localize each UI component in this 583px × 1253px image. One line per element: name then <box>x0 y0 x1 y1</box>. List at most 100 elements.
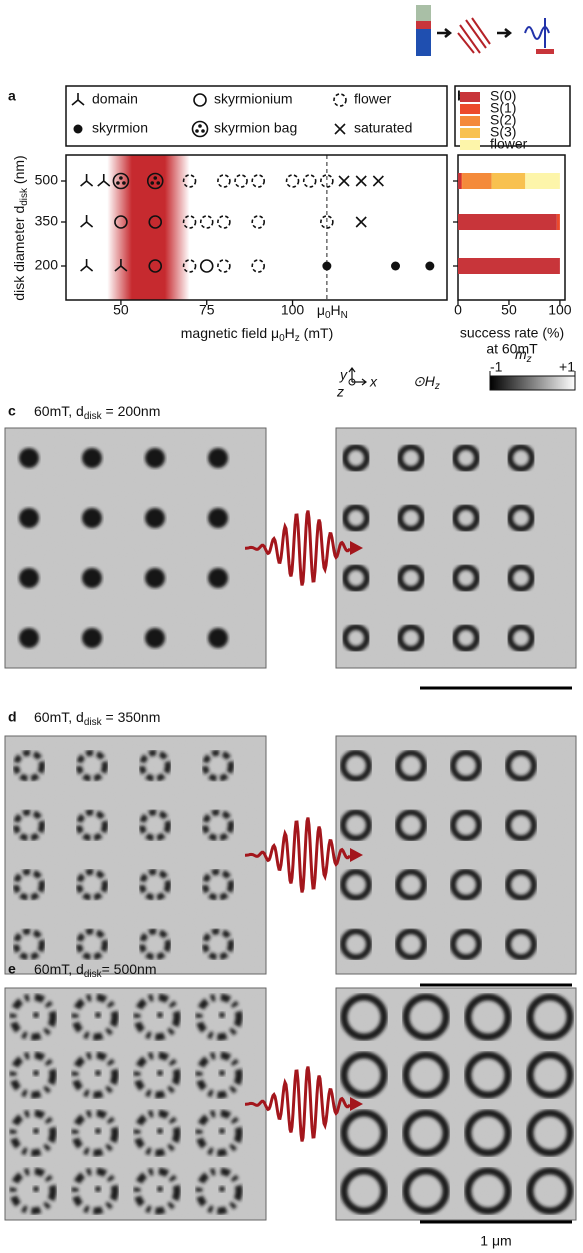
spot <box>145 628 165 648</box>
marker-part <box>116 181 120 185</box>
spot-core <box>219 1128 225 1134</box>
marker-part <box>235 175 247 187</box>
marker-part <box>322 262 331 271</box>
marker-part <box>156 181 160 185</box>
text-part: 60mT, d <box>34 709 84 725</box>
x-axis-label: success rate (%) <box>460 325 564 341</box>
text-part: = 500nm <box>102 961 157 977</box>
text-part: disk diameter d <box>11 206 27 301</box>
pulse-icon <box>458 18 490 53</box>
marker-part <box>119 176 123 180</box>
panel-label: d <box>8 709 17 725</box>
arrow <box>497 29 510 37</box>
spot-core <box>95 1128 101 1134</box>
marker-part <box>193 122 208 137</box>
colorbar-tick-label: -1 <box>490 359 503 375</box>
spot-core <box>95 1070 101 1076</box>
micrograph-noise <box>336 988 576 1220</box>
spot <box>145 448 165 468</box>
axis-letter: y <box>339 367 348 383</box>
marker-part <box>198 124 202 128</box>
marker <box>193 122 208 137</box>
text-part: magnetic field μ <box>181 325 279 341</box>
spot-core <box>33 1128 39 1134</box>
spot-core <box>95 1186 101 1192</box>
spot <box>82 448 102 468</box>
bar-segment <box>458 214 557 230</box>
marker <box>81 259 93 271</box>
marker-part <box>201 216 213 228</box>
legend-label: skyrmion bag <box>214 120 297 136</box>
legend-swatch <box>460 104 480 114</box>
text-part: = 350nm <box>102 709 161 725</box>
x-tick-label: 75 <box>199 302 215 318</box>
text-part: m <box>515 346 527 362</box>
spot-core <box>33 1012 39 1018</box>
scale-bar-label: 1 μm <box>480 1233 511 1249</box>
text-part: (mT) <box>300 325 333 341</box>
micrograph-noise <box>5 988 266 1220</box>
reference-label: μ0HN <box>317 302 348 321</box>
colorbar <box>490 376 575 390</box>
marker-part <box>304 175 316 187</box>
marker <box>339 176 349 186</box>
marker-part <box>287 175 299 187</box>
legend-label: domain <box>92 91 138 107</box>
marker-part <box>334 94 346 106</box>
spot-core <box>157 1070 163 1076</box>
legend-label: saturated <box>354 120 412 136</box>
spot <box>19 568 39 588</box>
marker-part <box>339 176 349 186</box>
spot-core <box>157 1012 163 1018</box>
legend-swatch <box>460 140 480 150</box>
marker-part <box>425 262 434 271</box>
marker-part <box>356 176 366 186</box>
text-part: H <box>331 302 341 318</box>
y-axis-label: disk diameter ddisk (nm) <box>11 155 30 300</box>
axis-letter: z <box>336 384 344 400</box>
spot <box>19 508 39 528</box>
subscript: z <box>526 354 532 365</box>
layer <box>416 5 431 21</box>
marker <box>81 215 93 227</box>
marker-part <box>81 259 93 271</box>
bar-segment <box>525 173 560 189</box>
marker-part <box>74 125 83 134</box>
y-tick-label: 350 <box>35 213 59 229</box>
text-part: 60mT, d <box>34 961 84 977</box>
spot <box>208 568 228 588</box>
marker-part <box>201 129 205 133</box>
legend-label: skyrmionium <box>214 91 293 107</box>
marker <box>201 260 213 272</box>
legend-swatch <box>460 128 480 138</box>
marker-part <box>195 129 199 133</box>
spot-core <box>219 1186 225 1192</box>
bar-segment <box>462 173 492 189</box>
marker-part <box>218 260 230 272</box>
spot-core <box>157 1128 163 1134</box>
marker <box>235 175 247 187</box>
x-tick-label: 50 <box>113 302 129 318</box>
marker <box>252 216 264 228</box>
spot <box>19 448 39 468</box>
legend-label: skyrmion <box>92 120 148 136</box>
spot <box>208 448 228 468</box>
marker-part <box>252 260 264 272</box>
text-part: = 200nm <box>102 403 161 419</box>
bar-segment <box>458 173 461 189</box>
bar-segment <box>458 258 560 274</box>
marker <box>74 125 83 134</box>
marker <box>194 94 206 106</box>
x-axis-label: magnetic field μ0Hz (mT) <box>181 325 333 344</box>
marker-part <box>194 94 206 106</box>
figure: aμ0HN5075100500350200magnetic field μ0Hz… <box>0 0 583 1253</box>
marker <box>391 262 400 271</box>
axis-letter: x <box>369 374 378 390</box>
bar-segment <box>492 173 526 189</box>
marker <box>252 175 264 187</box>
marker <box>287 175 299 187</box>
spot-core <box>95 1012 101 1018</box>
marker-part <box>153 176 157 180</box>
schematic <box>416 5 554 56</box>
marker-part <box>150 181 154 185</box>
